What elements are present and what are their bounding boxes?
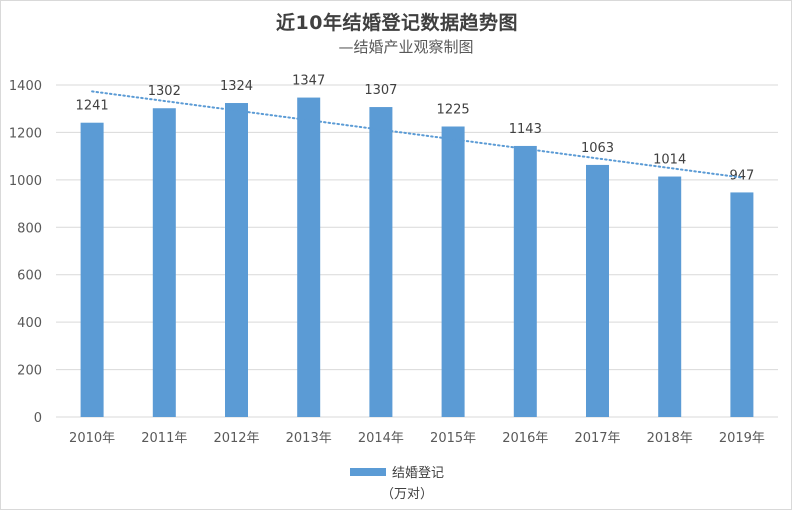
legend-label: 结婚登记	[391, 466, 444, 481]
y-axis-tick-labels: 0 200 400 600 800 1000 1200 1400	[9, 79, 42, 426]
bar	[297, 97, 321, 417]
x-tick-label: 2018年	[647, 431, 693, 446]
x-tick-label: 2015年	[430, 431, 476, 446]
x-tick-label: 2011年	[141, 431, 187, 446]
legend: 结婚登记 （万对）	[0, 462, 794, 502]
x-tick-label: 2019年	[719, 431, 765, 446]
bar	[730, 192, 754, 417]
gridlines	[56, 84, 778, 418]
x-axis-tick-labels: 2010年 2011年 2012年 2013年 2014年 2015年 2016年 2017年…	[69, 431, 765, 446]
data-label: 1225	[437, 103, 470, 118]
bar	[80, 122, 104, 417]
x-tick-label: 2014年	[358, 431, 404, 446]
bar	[586, 164, 609, 417]
x-tick-label: 2013年	[286, 431, 332, 446]
trendline-path	[91, 90, 743, 179]
data-labels: 1241 1302 1324 1347 1307 1225 1143 1063 1014 947	[76, 74, 755, 184]
x-tick-label: 2016年	[502, 431, 548, 446]
legend-unit: （万对）	[380, 487, 433, 502]
y-tick-label: 400	[17, 316, 42, 331]
bar	[513, 145, 537, 417]
data-label: 1063	[581, 141, 614, 156]
bar	[152, 108, 176, 418]
data-label: 947	[729, 168, 754, 183]
chart-subtitle: —结婚产业观察制图	[338, 38, 474, 56]
legend-swatch	[349, 467, 386, 476]
bar-series	[80, 97, 754, 418]
y-tick-label: 600	[17, 269, 42, 284]
y-tick-label: 1200	[9, 126, 42, 141]
data-label: 1324	[220, 79, 253, 94]
bar	[658, 176, 682, 417]
y-tick-label: 1400	[9, 79, 42, 94]
y-tick-label: 800	[17, 221, 42, 236]
data-label: 1143	[509, 122, 542, 137]
x-tick-label: 2017年	[574, 431, 620, 446]
y-tick-label: 200	[17, 364, 42, 379]
y-tick-label: 1000	[9, 174, 42, 189]
x-tick-label: 2010年	[69, 431, 115, 446]
data-label: 1307	[364, 83, 397, 98]
x-tick-label: 2012年	[213, 431, 259, 446]
y-tick-label: 0	[34, 411, 42, 426]
legend-item: 结婚登记	[349, 462, 444, 481]
data-label: 1302	[148, 84, 181, 99]
bar	[441, 126, 465, 417]
data-label: 1347	[292, 74, 325, 89]
trendline	[91, 90, 743, 179]
data-label: 1014	[653, 153, 686, 168]
bar	[369, 107, 393, 417]
data-label: 1241	[76, 99, 109, 114]
chart-title: 近10年结婚登记数据趋势图	[276, 12, 518, 34]
bar	[225, 103, 248, 417]
